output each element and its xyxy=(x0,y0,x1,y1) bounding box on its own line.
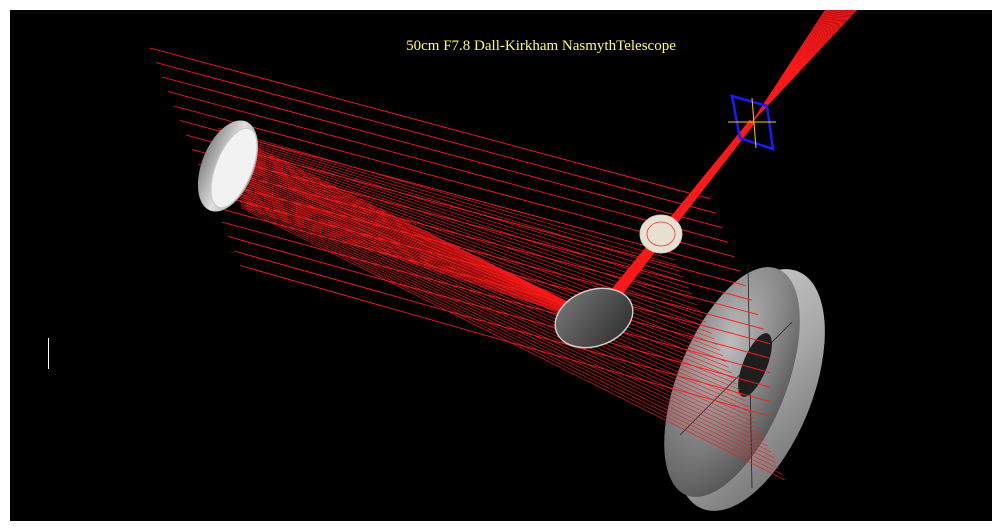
focal-plane-detector xyxy=(728,94,776,151)
output-beam xyxy=(579,10,858,329)
primary-mirror xyxy=(664,264,825,511)
tertiary-fold-mirror xyxy=(554,287,634,349)
render-viewport: 50cm F7.8 Dall-Kirkham NasmythTelescope xyxy=(10,10,992,521)
secondary-mirror xyxy=(197,120,259,212)
telescope-ray-trace-scene xyxy=(149,10,858,511)
input-ray-bundle xyxy=(149,47,786,481)
axis-tick-mark xyxy=(48,338,49,369)
corrector-lens xyxy=(639,214,683,254)
